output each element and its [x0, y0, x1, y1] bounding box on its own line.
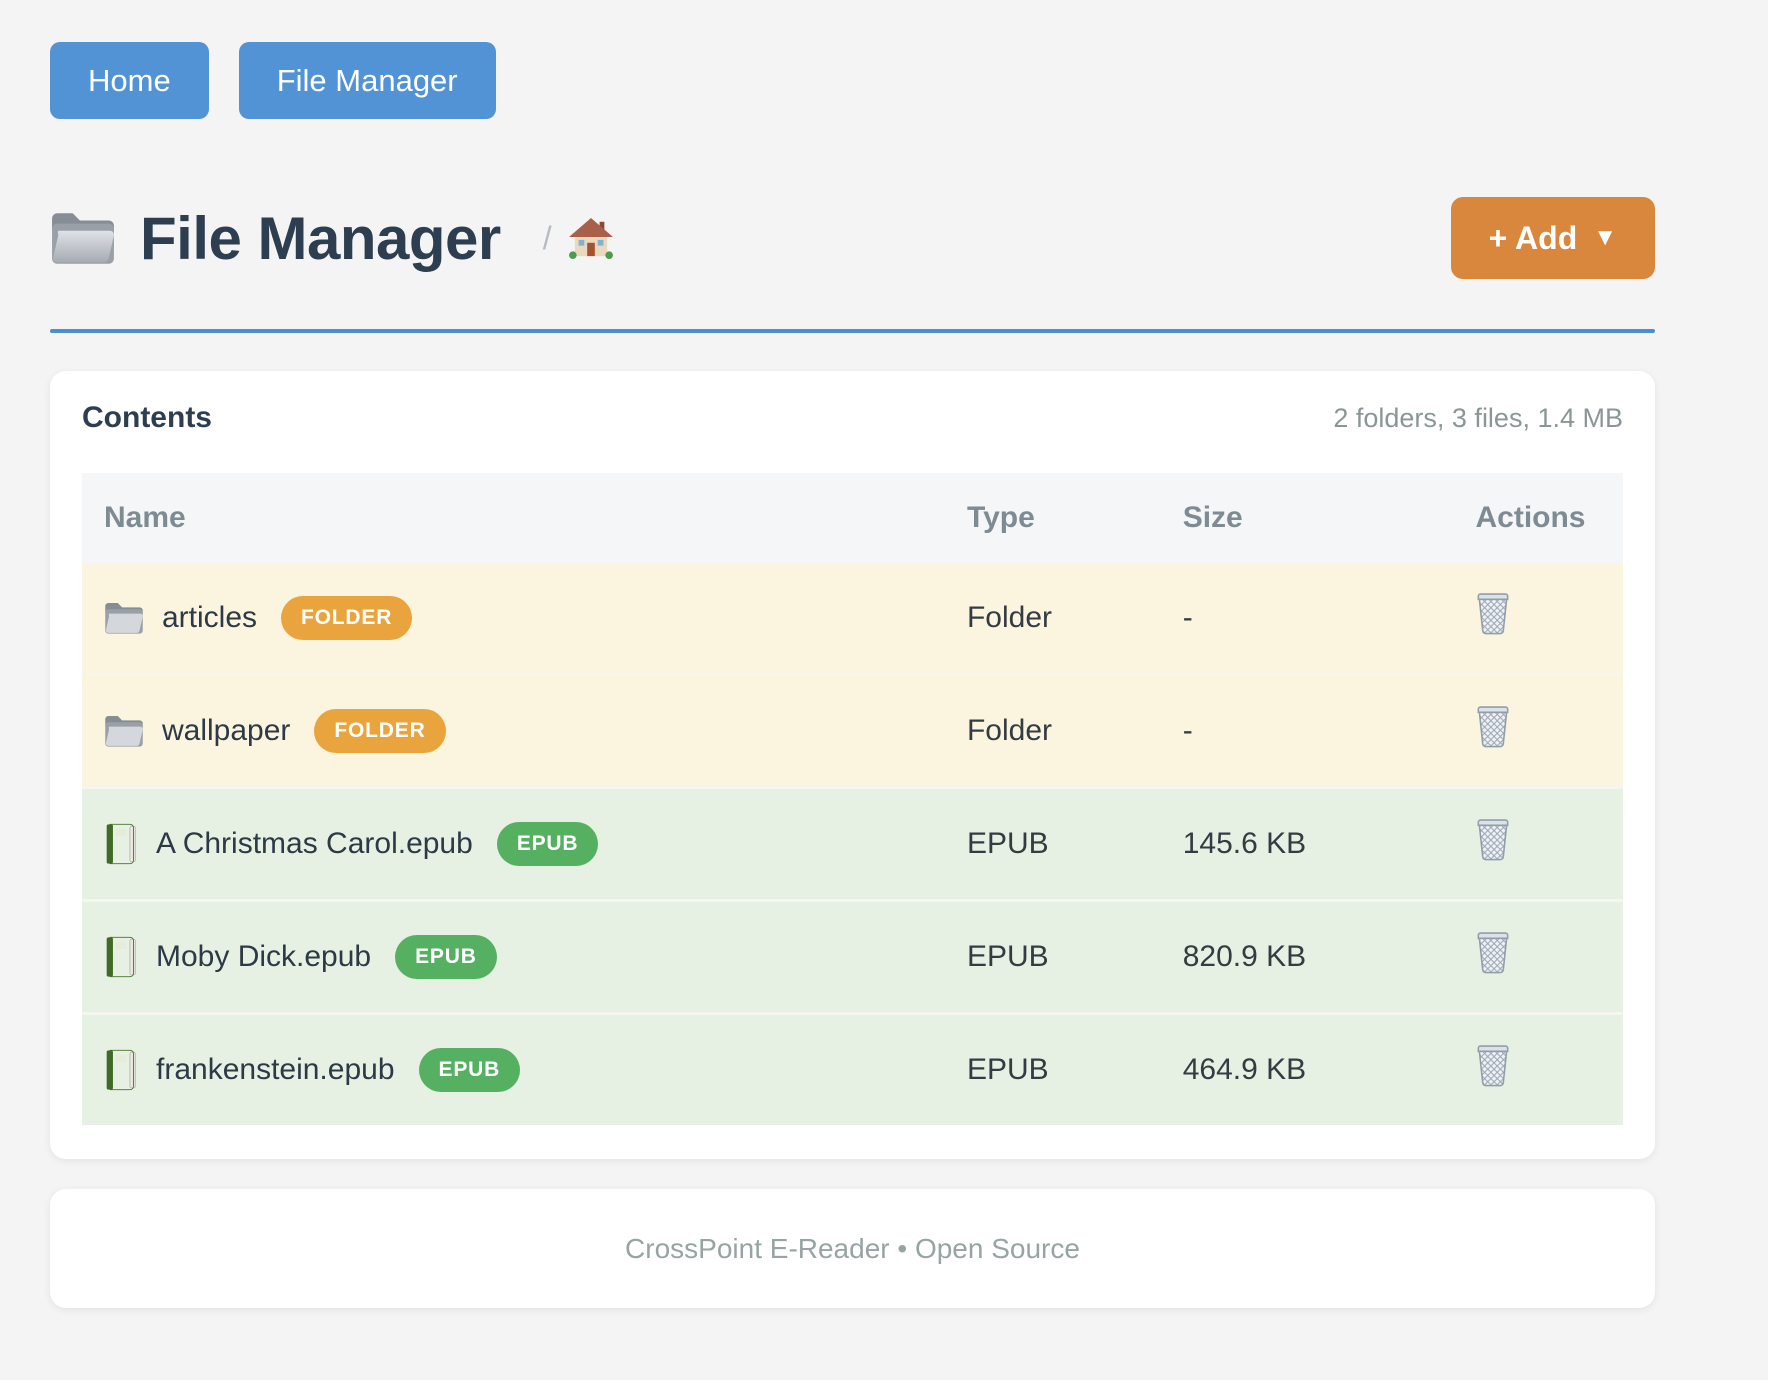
- book-icon: [106, 823, 136, 865]
- column-header-size: Size: [1160, 473, 1454, 563]
- file-name-link[interactable]: A Christmas Carol.epub: [156, 827, 473, 860]
- home-icon[interactable]: [568, 217, 614, 259]
- type-badge: FOLDER: [314, 709, 446, 753]
- contents-summary: 2 folders, 3 files, 1.4 MB: [1333, 403, 1623, 433]
- delete-button[interactable]: [1475, 592, 1511, 636]
- trash-icon: [1478, 819, 1509, 861]
- top-nav: Home File Manager: [50, 42, 1655, 119]
- delete-button[interactable]: [1475, 705, 1511, 749]
- table-row[interactable]: frankenstein.epub EPUB EPUB 464.9 KB: [82, 1013, 1623, 1125]
- files-table: Name Type Size Actions: [82, 473, 1623, 1125]
- type-badge: EPUB: [418, 1048, 521, 1092]
- breadcrumb-separator: /: [542, 219, 552, 256]
- file-size: 464.9 KB: [1160, 1013, 1454, 1125]
- folder-icon: [105, 603, 143, 634]
- type-badge: EPUB: [496, 822, 599, 866]
- column-header-name: Name: [82, 473, 945, 563]
- book-icon: [106, 936, 136, 978]
- file-type: Folder: [944, 563, 1161, 676]
- table-header-row: Name Type Size Actions: [82, 473, 1623, 563]
- contents-card: Contents 2 folders, 3 files, 1.4 MB Name…: [50, 371, 1655, 1159]
- footer: CrossPoint E-Reader • Open Source: [50, 1189, 1655, 1308]
- file-type: Folder: [944, 674, 1161, 789]
- trash-icon: [1478, 1045, 1509, 1087]
- folder-icon: [105, 716, 143, 747]
- chevron-down-icon: ▼: [1593, 224, 1617, 251]
- column-header-type: Type: [944, 473, 1161, 563]
- footer-text: CrossPoint E-Reader • Open Source: [625, 1232, 1080, 1264]
- file-name-link[interactable]: wallpaper: [162, 714, 291, 747]
- file-name-link[interactable]: Moby Dick.epub: [156, 940, 372, 973]
- type-badge: EPUB: [395, 935, 497, 979]
- file-type: EPUB: [944, 900, 1161, 1015]
- file-name-link[interactable]: articles: [162, 601, 258, 634]
- table-row[interactable]: A Christmas Carol.epub EPUB EPUB 145.6 K…: [82, 787, 1623, 902]
- column-header-actions: Actions: [1453, 473, 1623, 563]
- table-row[interactable]: wallpaper FOLDER Folder -: [82, 674, 1623, 789]
- table-body: articles FOLDER Folder -: [82, 563, 1623, 1125]
- nav-home-button[interactable]: Home: [50, 42, 209, 119]
- nav-file-manager-button[interactable]: File Manager: [238, 42, 496, 119]
- folder-icon: [52, 213, 114, 264]
- contents-title: Contents: [82, 401, 212, 434]
- page: Home File Manager File Manager /: [50, 42, 1655, 1308]
- file-size: 820.9 KB: [1160, 900, 1454, 1015]
- file-type: EPUB: [944, 787, 1161, 902]
- table-row[interactable]: Moby Dick.epub EPUB EPUB 820.9 KB: [82, 900, 1623, 1015]
- table-row[interactable]: articles FOLDER Folder -: [82, 563, 1623, 676]
- contents-card-header: Contents 2 folders, 3 files, 1.4 MB: [82, 401, 1623, 447]
- trash-icon: [1478, 932, 1509, 974]
- delete-button[interactable]: [1475, 931, 1511, 975]
- trash-icon: [1478, 706, 1509, 748]
- file-name-link[interactable]: frankenstein.epub: [156, 1053, 395, 1086]
- add-button-label: + Add: [1488, 219, 1578, 256]
- book-icon: [106, 1049, 136, 1091]
- delete-button[interactable]: [1475, 1044, 1511, 1088]
- page-header: File Manager / + Add ▼: [50, 193, 1655, 283]
- type-badge: FOLDER: [281, 596, 413, 640]
- file-size: -: [1160, 563, 1454, 676]
- file-type: EPUB: [944, 1013, 1161, 1125]
- file-size: -: [1160, 674, 1454, 789]
- delete-button[interactable]: [1475, 818, 1511, 862]
- title-divider: [50, 329, 1655, 333]
- add-button[interactable]: + Add ▼: [1450, 197, 1655, 279]
- trash-icon: [1478, 593, 1509, 635]
- page-title: File Manager: [140, 204, 501, 272]
- file-size: 145.6 KB: [1160, 787, 1454, 902]
